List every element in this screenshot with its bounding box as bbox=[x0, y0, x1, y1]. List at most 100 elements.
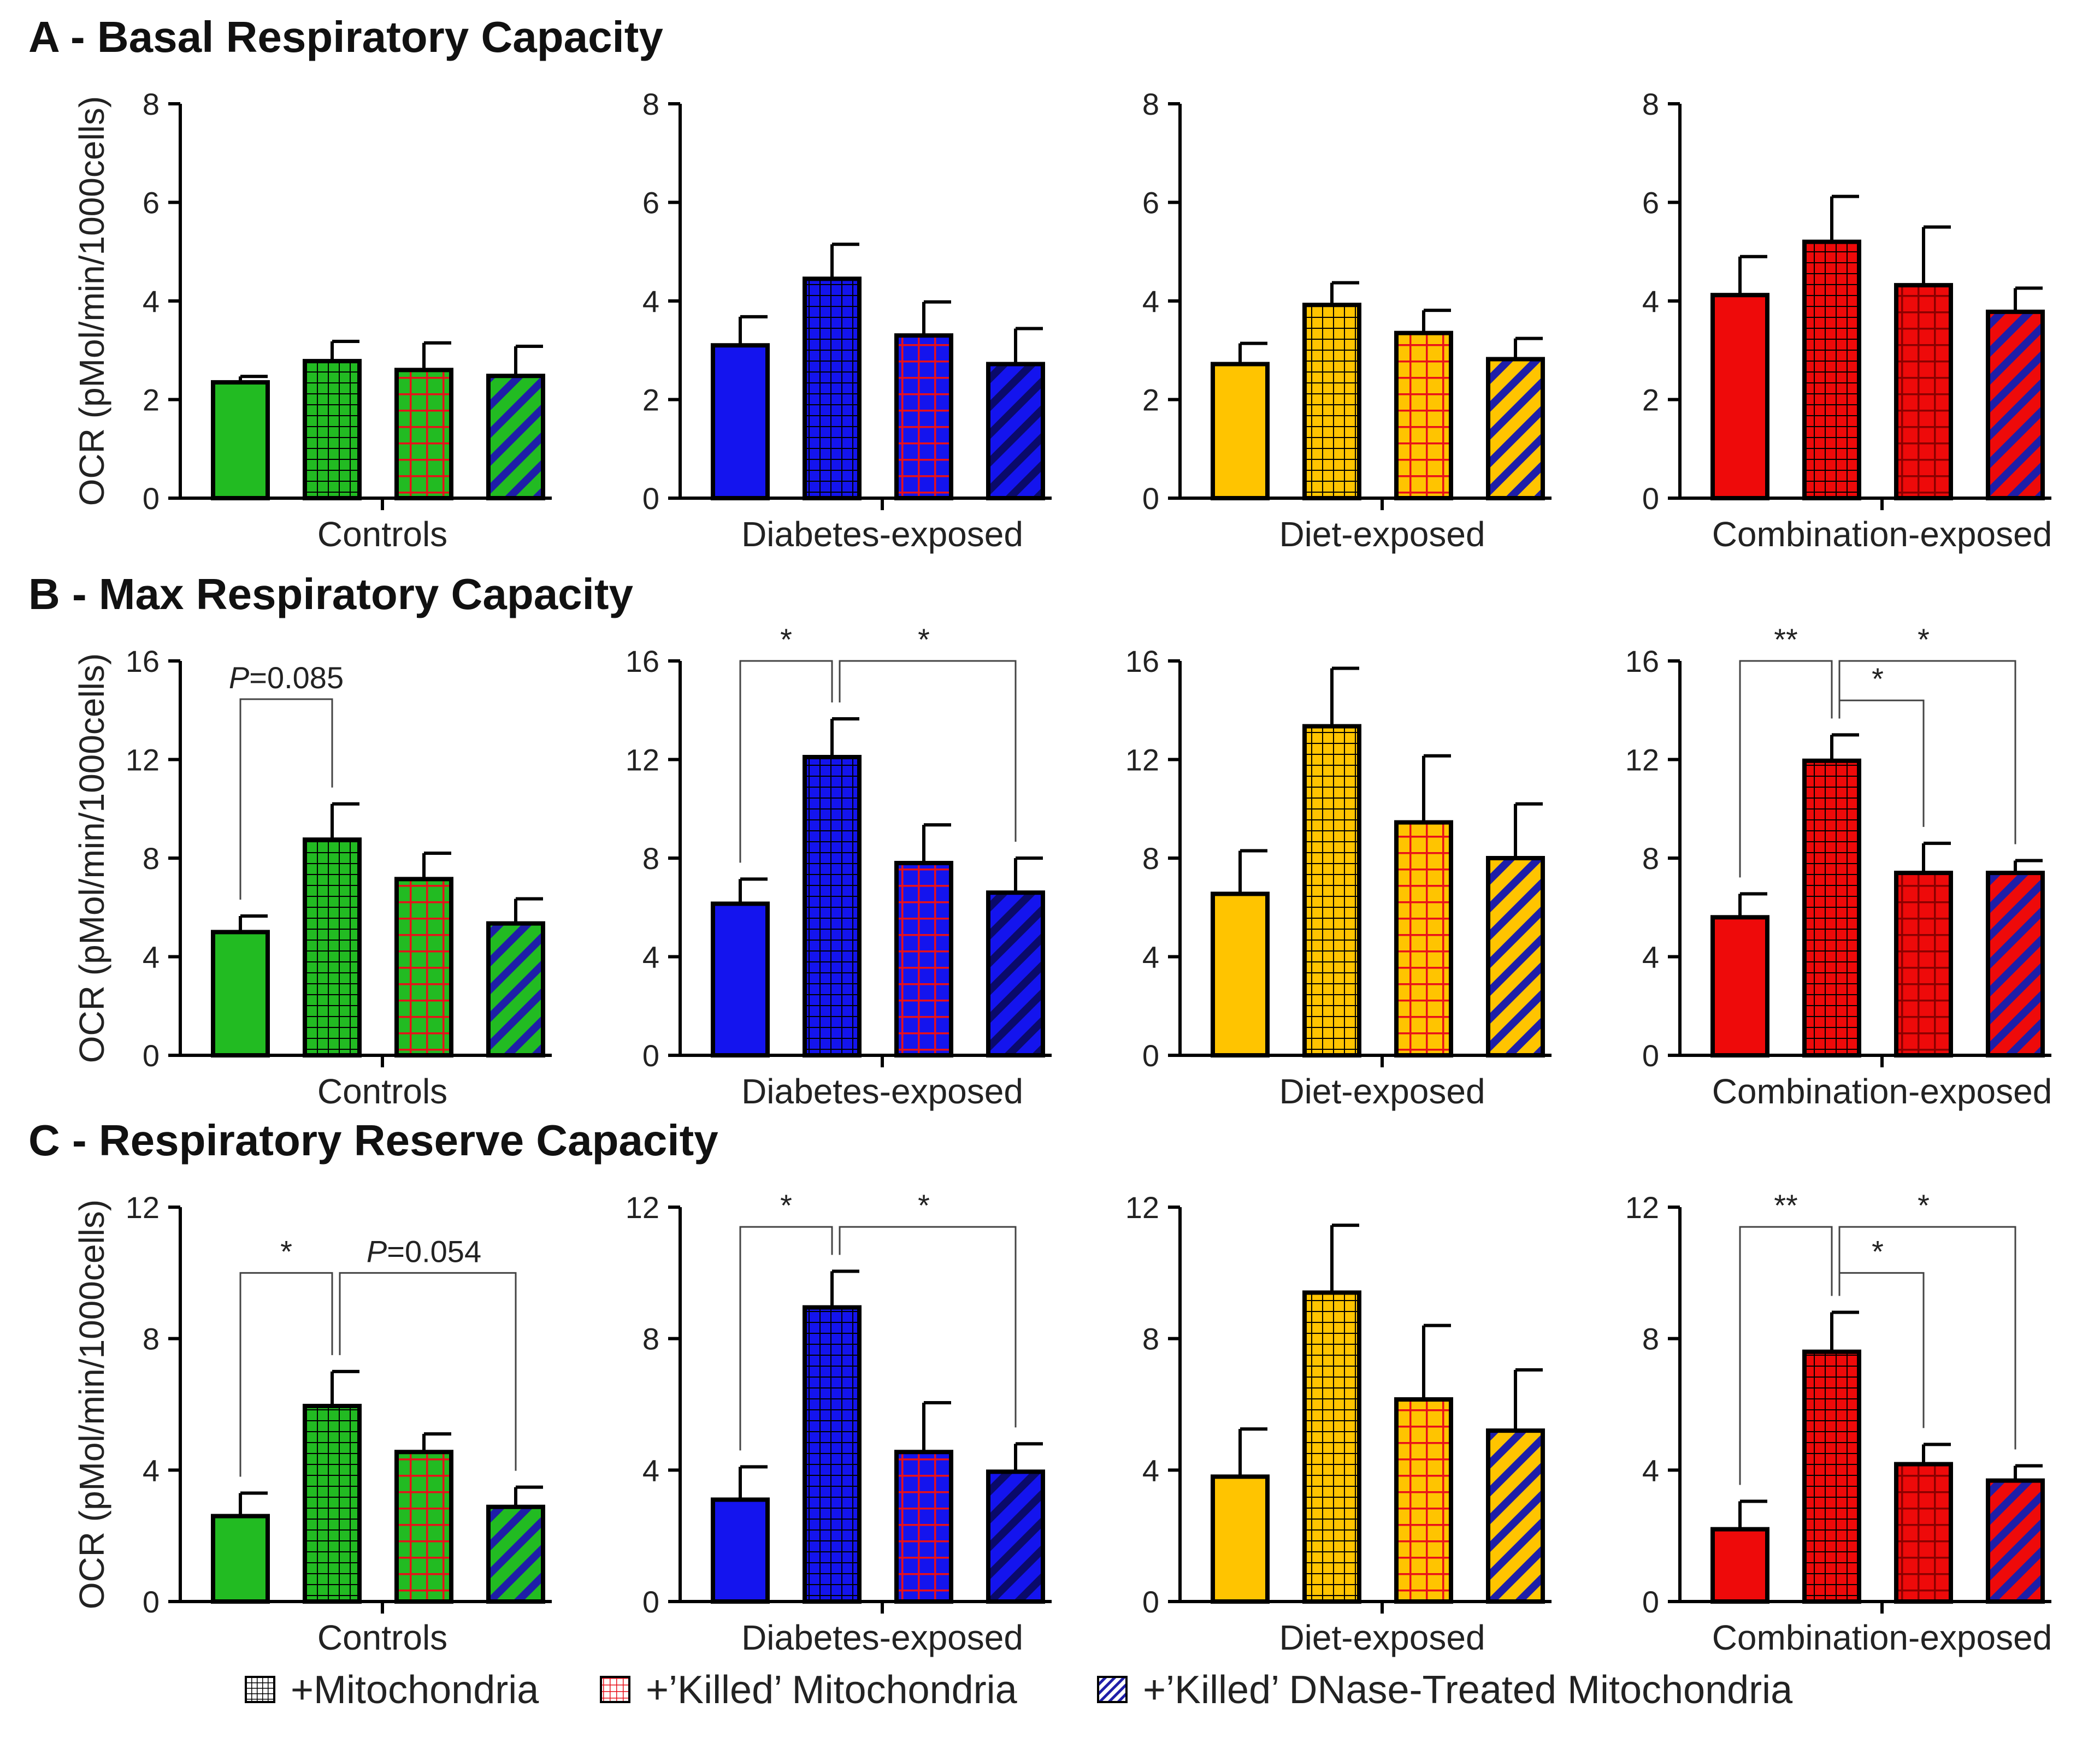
y-tick-label: 2 bbox=[1142, 383, 1159, 417]
bar-1 bbox=[211, 380, 270, 500]
significance-label: ** bbox=[1774, 1188, 1798, 1222]
bar-3 bbox=[894, 1450, 953, 1604]
legend-swatch bbox=[600, 1676, 630, 1703]
y-tick-label: 0 bbox=[1642, 481, 1659, 516]
error-bar bbox=[739, 315, 768, 346]
error-bar bbox=[922, 300, 951, 336]
bar-1 bbox=[1710, 1527, 1769, 1604]
error-bar bbox=[2014, 859, 2043, 873]
y-tick-label: 12 bbox=[1625, 1190, 1659, 1225]
error-bar bbox=[331, 340, 359, 362]
y-tick-label: 12 bbox=[626, 1190, 659, 1225]
y-tick-label: 6 bbox=[1642, 186, 1659, 220]
error-bar bbox=[514, 897, 543, 924]
y-tick-label: 4 bbox=[1142, 940, 1159, 974]
y-tick-label: 16 bbox=[1625, 644, 1659, 678]
y-tick-label: 6 bbox=[1142, 186, 1159, 220]
bar-1 bbox=[711, 343, 770, 500]
error-bar bbox=[1830, 1310, 1859, 1352]
bar-3 bbox=[394, 877, 453, 1057]
subplot-diet-exposed: 0 2 4 6 8 Diet-exposed bbox=[1142, 87, 1552, 554]
bar-1 bbox=[1211, 1474, 1270, 1604]
significance-bracket bbox=[239, 698, 333, 900]
significance-bracket bbox=[839, 660, 1017, 842]
x-axis-label: Diabetes-exposed bbox=[741, 515, 1023, 554]
error-bar bbox=[1514, 1368, 1543, 1431]
error-bar bbox=[1514, 802, 1543, 858]
bar-3 bbox=[394, 1450, 453, 1604]
x-axis-label: Diet-exposed bbox=[1279, 1618, 1485, 1657]
legend-label: +’Killed’ Mitochondria bbox=[646, 1668, 1018, 1712]
legend-item-grid: +Mitochondria bbox=[245, 1668, 539, 1712]
error-bar bbox=[514, 345, 543, 376]
bar-2 bbox=[1302, 1290, 1361, 1604]
error-bar bbox=[1422, 1324, 1451, 1399]
x-axis-label: Combination-exposed bbox=[1712, 1072, 2052, 1111]
significance-label: * bbox=[1918, 622, 1930, 657]
significance-label: ** bbox=[1774, 622, 1798, 657]
bar-2 bbox=[1802, 758, 1861, 1057]
error-bar bbox=[1422, 754, 1451, 823]
error-bar bbox=[239, 914, 268, 932]
significance-label: * bbox=[918, 1188, 930, 1222]
significance-bracket bbox=[839, 1226, 1017, 1428]
bar-2 bbox=[803, 276, 862, 500]
legend: +Mitochondria +’Killed’ Mitochondria +’Kil… bbox=[245, 1668, 1793, 1712]
y-tick-label: 8 bbox=[1142, 87, 1159, 121]
y-tick-label: 4 bbox=[1642, 940, 1659, 974]
error-bar bbox=[1330, 1224, 1359, 1293]
error-bar bbox=[1014, 1442, 1043, 1472]
significance-label: * bbox=[280, 1234, 292, 1268]
x-axis-label: Controls bbox=[317, 515, 447, 554]
significance-bracket bbox=[739, 1226, 833, 1451]
y-tick-label: 12 bbox=[1125, 1190, 1159, 1225]
panel-B: B - Max Respiratory Capacity OCR (pMol/mi… bbox=[28, 570, 2052, 1111]
bar-3 bbox=[1894, 283, 1953, 500]
bar-3 bbox=[1394, 1397, 1453, 1604]
bar-4 bbox=[486, 921, 545, 1058]
y-tick-label: 6 bbox=[143, 186, 160, 220]
subplot-diabetes-exposed: 0 4 8 12 Diabetes-exposed * * bbox=[626, 1188, 1052, 1657]
error-bar bbox=[1922, 841, 1951, 873]
y-tick-label: 12 bbox=[126, 743, 160, 777]
bar-3 bbox=[1394, 820, 1453, 1057]
significance-label: P=0.085 bbox=[229, 660, 344, 695]
error-bar bbox=[830, 243, 859, 279]
bar-1 bbox=[211, 1514, 270, 1604]
bar-4 bbox=[1986, 309, 2045, 500]
error-bar bbox=[2014, 286, 2043, 312]
bar-2 bbox=[803, 754, 862, 1058]
error-bar bbox=[514, 1485, 543, 1507]
bar-4 bbox=[1986, 871, 2045, 1057]
subplot-diet-exposed: 0 4 8 12 Diet-exposed bbox=[1125, 1190, 1552, 1657]
y-tick-label: 4 bbox=[143, 284, 160, 318]
significance-bracket bbox=[1838, 699, 1925, 827]
x-axis-label: Controls bbox=[317, 1072, 447, 1111]
subplot-combination-exposed: 0 2 4 6 8 Combination-exposed bbox=[1642, 87, 2052, 554]
error-bar bbox=[239, 375, 268, 382]
error-bar bbox=[1238, 341, 1267, 364]
panel-A: A - Basal Respiratory Capacity OCR (pMol/… bbox=[28, 13, 2052, 554]
legend-swatch bbox=[1097, 1676, 1128, 1703]
bar-4 bbox=[986, 1469, 1045, 1604]
significance-label: * bbox=[1918, 1188, 1930, 1222]
error-bar bbox=[922, 823, 951, 864]
error-bar bbox=[739, 1465, 768, 1500]
significance-label: P=0.054 bbox=[367, 1234, 481, 1268]
y-tick-label: 0 bbox=[143, 1585, 160, 1619]
bar-2 bbox=[303, 359, 362, 500]
error-bar bbox=[1238, 1427, 1267, 1477]
y-tick-label: 8 bbox=[143, 841, 160, 876]
significance-bracket bbox=[1838, 1226, 2016, 1450]
bar-1 bbox=[1710, 915, 1769, 1058]
bar-4 bbox=[986, 362, 1045, 501]
subplot-controls: 0 4 8 12 16 Controls P=0.085 bbox=[126, 644, 552, 1111]
significance-label: * bbox=[780, 1188, 792, 1222]
bar-3 bbox=[1394, 330, 1453, 500]
significance-bracket bbox=[1838, 660, 2016, 844]
subplot-diabetes-exposed: 0 2 4 6 8 Diabetes-exposed bbox=[642, 87, 1052, 554]
y-tick-label: 8 bbox=[642, 1322, 659, 1356]
error-bar bbox=[1330, 281, 1359, 305]
y-tick-label: 8 bbox=[642, 87, 659, 121]
